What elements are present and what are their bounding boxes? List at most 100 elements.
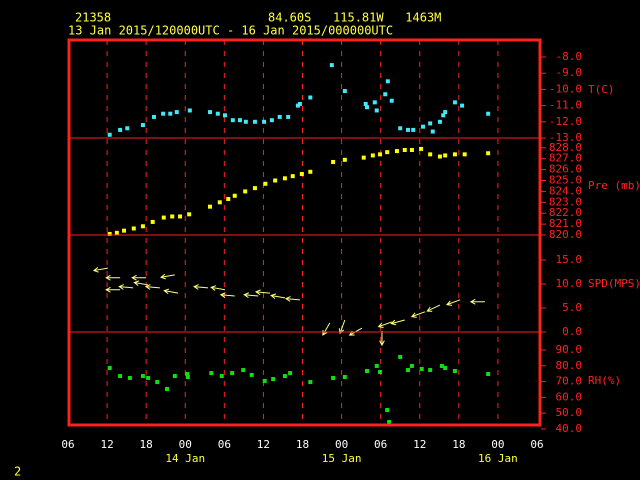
data-point: [406, 127, 411, 132]
wind-arrow: [163, 288, 179, 295]
data-point: [409, 363, 414, 368]
data-point: [441, 113, 446, 118]
data-point: [385, 408, 390, 412]
data-point: [308, 169, 313, 174]
data-point: [486, 151, 491, 156]
station-id: 21358: [75, 11, 111, 25]
y-tick-label: 827.0: [549, 152, 582, 165]
y-tick-label: -9.0: [556, 66, 583, 79]
data-point: [411, 127, 416, 132]
wind-arrow: [379, 331, 385, 347]
wind-arrow: [105, 274, 121, 281]
wind-arrow: [284, 296, 300, 302]
y-tick-label: 60.0: [556, 390, 583, 403]
wind-arrow: [118, 284, 134, 290]
y-tick-label: 824.0: [549, 184, 582, 197]
data-point: [486, 372, 491, 376]
data-point: [437, 154, 442, 159]
panel-label: T(C): [588, 83, 615, 96]
data-point: [398, 126, 403, 131]
station-location: 84.60S 115.81W 1463M: [268, 11, 441, 25]
data-point: [378, 369, 383, 374]
data-point: [437, 119, 442, 124]
data-point: [262, 119, 267, 124]
data-point: [269, 118, 274, 123]
y-tick-label: 825.0: [549, 174, 582, 187]
y-tick-label: 10.0: [556, 277, 583, 290]
wind-arrow: [390, 319, 405, 326]
data-point: [460, 103, 465, 108]
data-point: [342, 157, 347, 162]
data-point: [232, 193, 237, 198]
data-point: [406, 368, 411, 373]
x-tick-label: 12: [413, 438, 426, 451]
data-point: [342, 375, 347, 379]
data-point: [208, 204, 213, 209]
x-tick-label: 12: [100, 438, 113, 451]
wind-arrow: [469, 298, 485, 305]
data-point: [125, 126, 130, 131]
wind-arrow: [377, 321, 392, 328]
y-tick-label: 820.0: [549, 228, 582, 241]
data-point: [187, 212, 192, 217]
day-label: 16 Jan: [478, 452, 518, 465]
y-tick-label: 80.0: [556, 359, 583, 372]
data-point: [370, 153, 375, 158]
data-point: [374, 363, 379, 368]
y-tick-label: -8.0: [556, 50, 583, 63]
data-point: [364, 369, 369, 373]
data-point: [389, 98, 394, 103]
y-tick-label: 821.0: [549, 217, 582, 230]
data-point: [118, 127, 123, 132]
wind-arrow: [445, 299, 461, 306]
data-point: [443, 366, 448, 370]
data-point: [421, 124, 426, 129]
wind-arrow: [338, 319, 346, 335]
data-point: [372, 100, 377, 105]
data-point: [288, 371, 293, 376]
data-point: [217, 200, 222, 205]
data-point: [428, 152, 433, 157]
x-tick-label: 06: [218, 438, 231, 451]
y-tick-label: -13.0: [549, 131, 582, 144]
data-point: [161, 215, 166, 220]
data-point: [387, 420, 392, 424]
x-tick-label: 18: [140, 438, 153, 451]
data-point: [308, 380, 313, 385]
y-tick-label: -10.0: [549, 82, 582, 95]
data-point: [398, 354, 403, 359]
x-tick-label: 00: [491, 438, 504, 451]
wind-arrow: [193, 284, 209, 290]
data-point: [170, 214, 175, 219]
page-number: 2: [14, 465, 21, 479]
data-point: [140, 123, 145, 128]
data-point: [329, 63, 334, 68]
data-point: [486, 111, 491, 116]
data-point: [178, 214, 183, 219]
data-point: [439, 363, 444, 368]
data-point: [219, 374, 224, 379]
data-point: [331, 375, 336, 380]
y-tick-label: 70.0: [556, 375, 583, 388]
x-tick-label: 12: [257, 438, 270, 451]
data-point: [374, 108, 379, 113]
panel-label: RH(%): [588, 374, 621, 387]
data-point: [277, 114, 282, 119]
data-point: [243, 189, 248, 194]
data-point: [419, 366, 424, 371]
x-tick-label: 06: [61, 438, 74, 451]
wind-arrow: [92, 267, 108, 273]
y-tick-label: 828.0: [549, 141, 582, 154]
y-tick-label: -12.0: [549, 115, 582, 128]
wind-arrow: [160, 273, 175, 280]
panel-label: SPD(MPS): [588, 277, 640, 290]
wind-arrow: [426, 304, 441, 312]
x-tick-label: 06: [530, 438, 543, 451]
data-point: [383, 92, 388, 97]
data-point: [342, 89, 347, 94]
data-point: [299, 171, 304, 176]
data-point: [122, 228, 127, 233]
data-point: [127, 375, 132, 380]
wind-arrow: [322, 322, 331, 336]
y-tick-label: 90.0: [556, 343, 583, 356]
